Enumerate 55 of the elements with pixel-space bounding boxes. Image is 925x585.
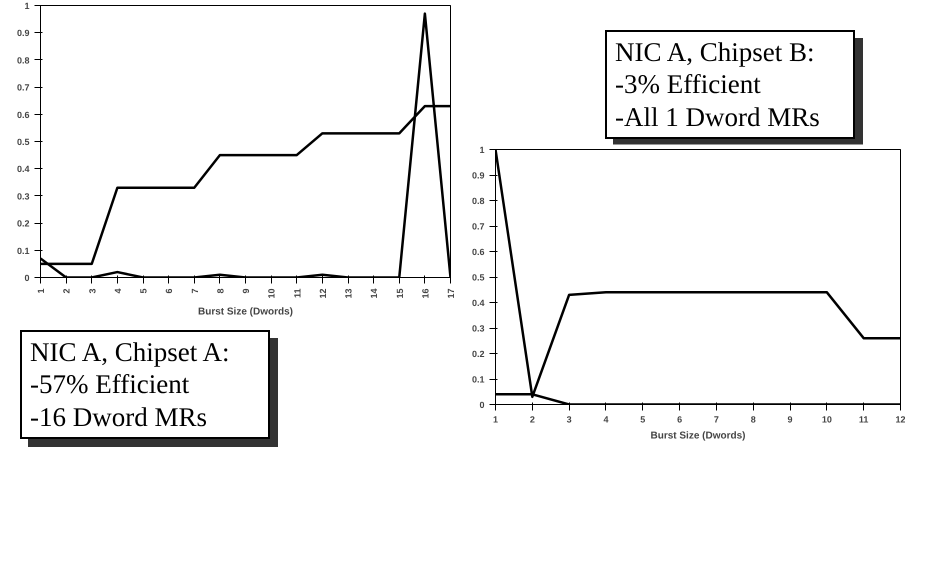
x-tick-label: 12 [895, 414, 906, 425]
x-tick-label: 16 [420, 288, 430, 299]
y-tick-label: 0 [479, 400, 485, 410]
y-tick-label: 0.3 [16, 191, 30, 202]
y-tick-label: 0.7 [16, 82, 30, 93]
text: NIC A, Chipset A: -57% Efficient -16 Dword MRs [30, 336, 230, 434]
x-tick-label: 1 [492, 414, 498, 425]
x-tick-label: 6 [677, 414, 682, 425]
y-tick-label: 0.2 [16, 218, 30, 229]
y-tick-label: 0.7 [472, 222, 485, 232]
y-tick-label: 0.4 [472, 298, 485, 308]
y-tick-label: 0.6 [16, 110, 30, 120]
y-tick-label: 0.5 [16, 137, 30, 147]
x-tick-label: 8 [215, 288, 226, 294]
y-tick-label: 0.1 [472, 374, 485, 385]
x-axis-title: Burst Size (Dwords) [650, 430, 746, 442]
y-tick-label: 0.9 [16, 28, 30, 38]
y-tick-label: 0.6 [472, 247, 485, 258]
y-tick-label: 0.3 [472, 324, 485, 334]
x-tick-label: 1 [36, 288, 46, 294]
x-tick-label: 8 [750, 414, 756, 425]
x-tick-label: 9 [241, 288, 251, 294]
x-tick-label: 14 [369, 288, 380, 299]
x-axis-title: Burst Size (Dwords) [198, 306, 294, 318]
x-tick-label: 10 [266, 288, 277, 299]
x-tick-label: 4 [112, 288, 123, 294]
x-tick-label: 7 [714, 414, 719, 425]
x-tick-label: 3 [566, 414, 572, 425]
y-tick-label: 0.4 [16, 164, 30, 174]
x-tick-label: 5 [138, 288, 148, 294]
x-tick-label: 15 [394, 288, 405, 299]
y-tick-label: 1 [479, 145, 485, 156]
x-tick-label: 7 [190, 288, 200, 294]
y-tick-label: 0.1 [16, 246, 30, 256]
y-tick-label: 0.5 [472, 272, 485, 283]
y-tick-label: 1 [24, 1, 30, 11]
y-tick-label: 0.2 [472, 349, 485, 360]
x-tick-label: 3 [87, 288, 98, 294]
x-tick-label: 12 [318, 288, 328, 299]
y-tick-label: 0.9 [472, 170, 485, 181]
x-tick-label: 2 [530, 414, 535, 425]
x-tick-label: 9 [788, 414, 793, 425]
y-tick-label: 0.8 [472, 196, 485, 206]
x-tick-label: 11 [858, 414, 868, 425]
x-tick-label: 10 [822, 414, 832, 425]
x-tick-label: 5 [640, 414, 646, 425]
y-tick-label: 0.8 [16, 55, 30, 66]
x-tick-label: 6 [164, 288, 174, 294]
text: NIC A, Chipset B: -3% Efficient -All 1 Dword MRs [615, 36, 820, 134]
x-tick-label: 2 [62, 288, 72, 294]
x-tick-label: 11 [292, 288, 302, 298]
x-tick-label: 13 [344, 288, 354, 299]
y-tick-label: 0 [24, 273, 30, 283]
x-tick-label: 17 [446, 288, 456, 299]
x-tick-label: 4 [603, 414, 608, 425]
